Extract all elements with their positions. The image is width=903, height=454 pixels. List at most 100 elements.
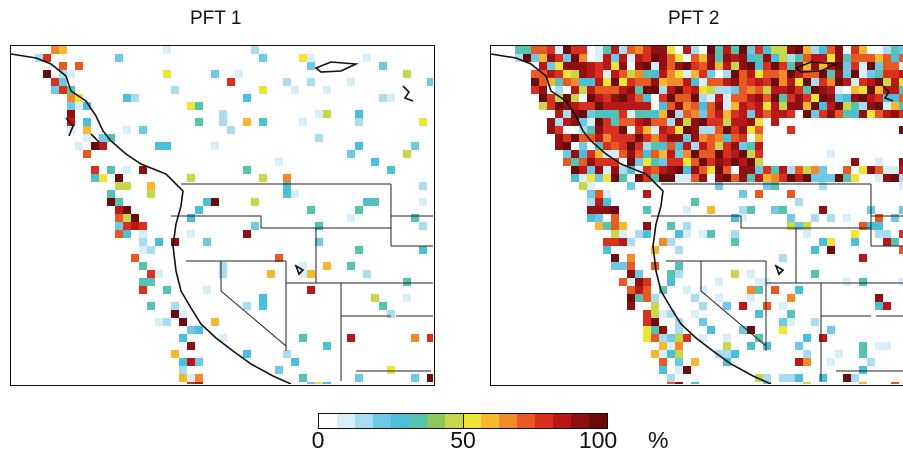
data-cell	[755, 142, 763, 150]
data-cell	[187, 326, 195, 334]
data-cell	[803, 54, 811, 62]
data-cell	[883, 62, 891, 70]
data-cell	[859, 102, 867, 110]
data-cell	[307, 206, 315, 214]
data-cell	[851, 102, 859, 110]
data-cell	[779, 62, 787, 70]
data-cell	[99, 134, 107, 142]
data-cell	[587, 214, 595, 222]
data-cell	[187, 230, 195, 238]
data-cell	[763, 110, 771, 118]
data-cell	[307, 78, 315, 86]
data-cell	[811, 110, 819, 118]
data-cell	[315, 110, 323, 118]
data-cell	[707, 70, 715, 78]
data-cell	[723, 158, 731, 166]
data-cell	[731, 78, 739, 86]
data-cell	[211, 198, 219, 206]
data-cell	[667, 62, 675, 70]
data-cell	[787, 78, 795, 86]
data-cell	[691, 134, 699, 142]
data-cell	[563, 102, 571, 110]
data-cell	[699, 302, 707, 310]
data-cell	[763, 54, 771, 62]
data-cell	[691, 78, 699, 86]
data-cell	[707, 118, 715, 126]
data-cell	[691, 102, 699, 110]
data-cell	[715, 158, 723, 166]
data-cell	[115, 222, 123, 230]
data-cell	[763, 102, 771, 110]
data-cell	[779, 254, 787, 262]
data-cell	[123, 222, 131, 230]
data-cell	[795, 94, 803, 102]
data-cell	[603, 190, 611, 198]
data-cell	[611, 166, 619, 174]
data-cell	[659, 118, 667, 126]
data-cell	[643, 102, 651, 110]
data-cell	[299, 270, 307, 278]
data-cell	[699, 62, 707, 70]
data-cell	[139, 222, 147, 230]
data-cell	[179, 310, 187, 318]
data-cell	[667, 278, 675, 286]
data-cell	[715, 350, 723, 358]
data-cell	[587, 78, 595, 86]
data-cell	[651, 70, 659, 78]
data-cell	[619, 238, 627, 246]
data-cell	[891, 166, 899, 174]
data-cell	[619, 62, 627, 70]
data-cell	[675, 94, 683, 102]
data-cell	[819, 166, 827, 174]
data-cell	[755, 110, 763, 118]
data-cell	[403, 294, 411, 302]
data-cell	[843, 54, 851, 62]
data-cell	[819, 206, 827, 214]
data-cell	[763, 46, 771, 54]
data-cell	[667, 134, 675, 142]
data-cell	[155, 270, 163, 278]
data-cell	[579, 102, 587, 110]
data-cell	[739, 118, 747, 126]
data-cell	[715, 134, 723, 142]
data-cell	[899, 174, 903, 182]
data-cell	[883, 342, 891, 350]
data-cell	[723, 78, 731, 86]
data-cell	[555, 126, 563, 134]
data-cell	[107, 166, 115, 174]
data-cell	[571, 166, 579, 174]
data-cell	[51, 78, 59, 86]
data-cell	[731, 126, 739, 134]
colorbar-segment	[444, 414, 463, 428]
data-cell	[803, 62, 811, 70]
panel-title-pft2: PFT 2	[668, 8, 720, 29]
data-cell	[523, 54, 531, 62]
data-cell	[595, 222, 603, 230]
data-cell	[587, 174, 595, 182]
data-cell	[667, 142, 675, 150]
data-cell	[371, 294, 379, 302]
data-cell	[595, 206, 603, 214]
data-cell	[683, 86, 691, 94]
data-cell	[851, 158, 859, 166]
data-cell	[731, 238, 739, 246]
data-cell	[555, 94, 563, 102]
data-cell	[859, 278, 867, 286]
data-cell	[859, 46, 867, 54]
data-cell	[131, 222, 139, 230]
data-cell	[771, 94, 779, 102]
data-cell	[635, 150, 643, 158]
data-cell	[755, 118, 763, 126]
map-panel-pft2	[490, 45, 903, 386]
data-cell	[587, 190, 595, 198]
data-cell	[315, 222, 323, 230]
data-cell	[315, 238, 323, 246]
data-cell	[835, 102, 843, 110]
data-cell	[683, 174, 691, 182]
coastline	[491, 53, 894, 384]
data-cell	[747, 174, 755, 182]
data-cell	[899, 110, 903, 118]
state-boundaries	[651, 183, 903, 381]
data-cell	[603, 174, 611, 182]
colorbar-segment	[571, 414, 590, 428]
